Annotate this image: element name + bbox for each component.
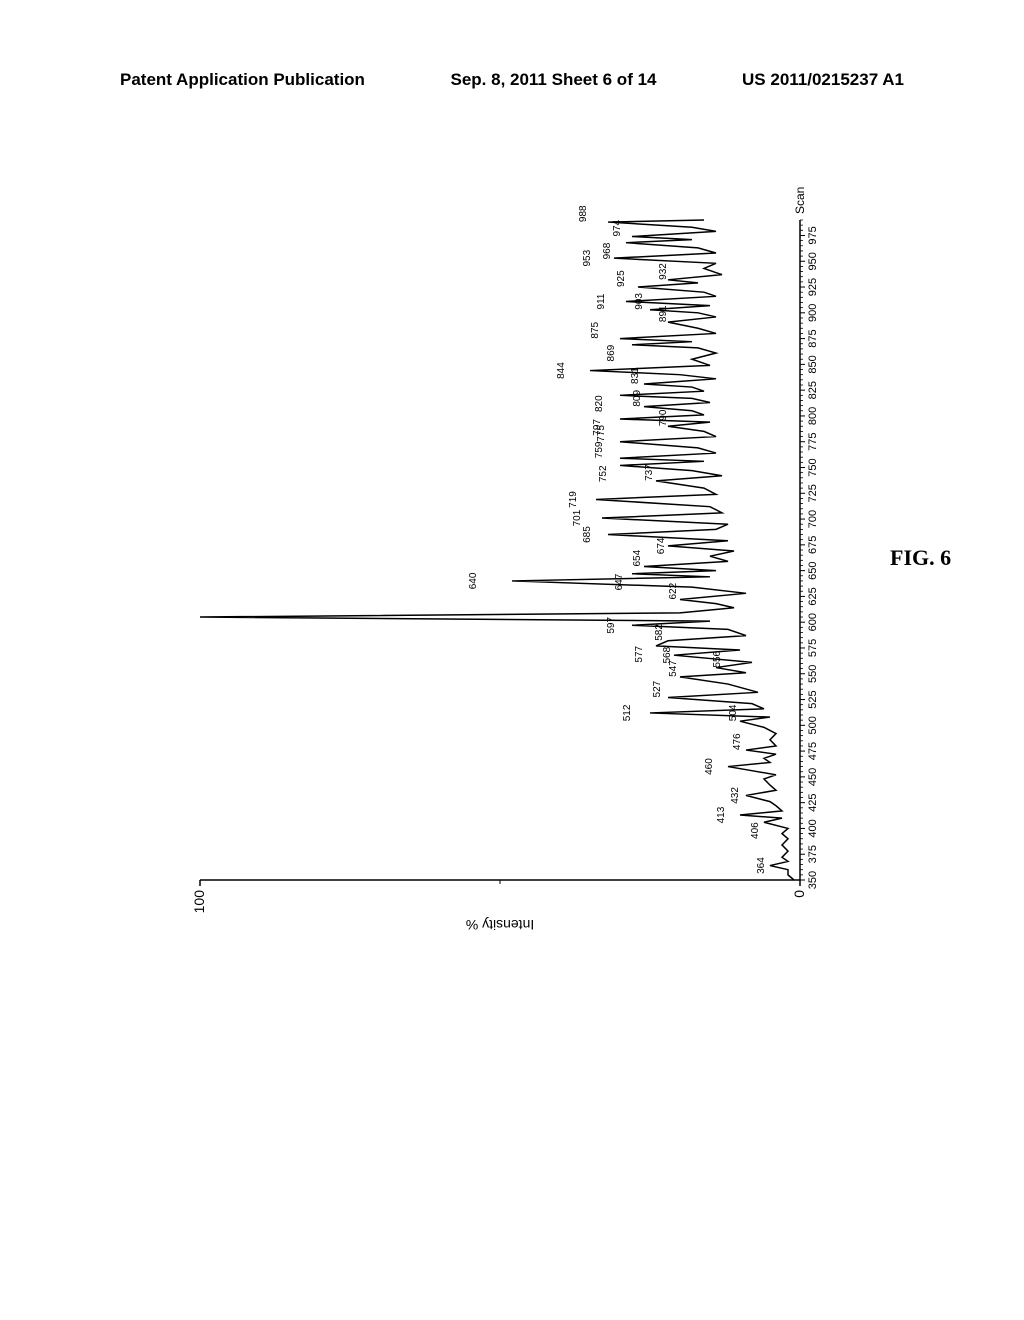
svg-text:775: 775 (807, 433, 819, 451)
svg-text:737: 737 (644, 464, 655, 481)
svg-text:568: 568 (662, 646, 673, 663)
svg-text:500: 500 (807, 716, 819, 734)
svg-text:432: 432 (730, 787, 741, 804)
svg-text:850: 850 (807, 355, 819, 373)
svg-text:400: 400 (807, 819, 819, 837)
svg-text:640: 640 (468, 572, 479, 589)
svg-text:625: 625 (807, 587, 819, 605)
svg-text:719: 719 (568, 491, 579, 508)
svg-text:752: 752 (598, 465, 609, 482)
svg-text:950: 950 (807, 252, 819, 270)
svg-text:968: 968 (602, 242, 613, 259)
chart-rotated-wrapper: 0 100 Intensity % 350 375 400 425 450 475 500 525 5… (160, 170, 860, 940)
svg-text:975: 975 (807, 226, 819, 244)
svg-text:809: 809 (632, 390, 643, 407)
svg-text:650: 650 (807, 561, 819, 579)
svg-text:974: 974 (612, 219, 623, 236)
svg-text:600: 600 (807, 613, 819, 631)
svg-text:350: 350 (807, 871, 819, 889)
svg-text:869: 869 (606, 344, 617, 361)
svg-text:903: 903 (634, 293, 645, 310)
svg-text:476: 476 (732, 733, 743, 750)
svg-text:844: 844 (556, 362, 567, 379)
svg-text:797: 797 (592, 419, 603, 436)
svg-text:925: 925 (807, 278, 819, 296)
svg-text:525: 525 (807, 690, 819, 708)
svg-text:925: 925 (616, 270, 627, 287)
svg-text:375: 375 (807, 845, 819, 863)
svg-text:364: 364 (756, 857, 767, 874)
page-header: Patent Application Publication Sep. 8, 2… (0, 70, 1024, 90)
svg-text:800: 800 (807, 407, 819, 425)
svg-text:450: 450 (807, 768, 819, 786)
svg-text:701: 701 (572, 509, 583, 526)
svg-text:0: 0 (791, 890, 807, 898)
svg-text:475: 475 (807, 742, 819, 760)
header-center: Sep. 8, 2011 Sheet 6 of 14 (450, 70, 656, 90)
svg-text:825: 825 (807, 381, 819, 399)
svg-text:790: 790 (658, 409, 669, 426)
svg-text:413: 413 (716, 806, 727, 823)
header-right: US 2011/0215237 A1 (742, 70, 904, 90)
svg-text:597: 597 (606, 617, 617, 634)
svg-text:875: 875 (807, 329, 819, 347)
svg-text:556: 556 (712, 650, 723, 667)
svg-text:831: 831 (630, 367, 641, 384)
svg-text:759: 759 (594, 441, 605, 458)
svg-text:820: 820 (594, 395, 605, 412)
svg-text:460: 460 (704, 758, 715, 775)
svg-text:911: 911 (596, 293, 607, 309)
svg-text:685: 685 (582, 526, 593, 543)
svg-text:654: 654 (632, 549, 643, 566)
svg-text:674: 674 (656, 537, 667, 554)
svg-text:Scan: Scan (793, 187, 807, 214)
svg-text:512: 512 (622, 704, 633, 721)
svg-text:577: 577 (634, 645, 645, 662)
svg-text:100: 100 (191, 890, 207, 914)
spectrum-chart: 0 100 Intensity % 350 375 400 425 450 475 500 525 5… (160, 170, 860, 940)
svg-text:622: 622 (668, 582, 679, 599)
svg-text:406: 406 (750, 822, 761, 839)
svg-text:891: 891 (658, 305, 669, 322)
figure-caption: FIG. 6 (890, 545, 951, 571)
svg-text:Intensity %: Intensity % (466, 917, 534, 933)
svg-text:725: 725 (807, 484, 819, 502)
svg-text:504: 504 (728, 704, 739, 721)
svg-text:875: 875 (590, 321, 601, 338)
svg-text:953: 953 (582, 249, 593, 266)
svg-text:900: 900 (807, 304, 819, 322)
svg-text:750: 750 (807, 458, 819, 476)
svg-text:527: 527 (652, 680, 663, 697)
svg-text:675: 675 (807, 536, 819, 554)
header-left: Patent Application Publication (120, 70, 365, 90)
svg-text:575: 575 (807, 639, 819, 657)
svg-text:988: 988 (578, 205, 589, 222)
svg-text:647: 647 (614, 573, 625, 590)
svg-text:582: 582 (654, 624, 665, 641)
svg-text:700: 700 (807, 510, 819, 528)
svg-text:425: 425 (807, 793, 819, 811)
svg-text:550: 550 (807, 665, 819, 683)
chart-container: 0 100 Intensity % 350 375 400 425 450 475 500 525 5… (160, 170, 860, 940)
svg-text:932: 932 (658, 263, 669, 280)
